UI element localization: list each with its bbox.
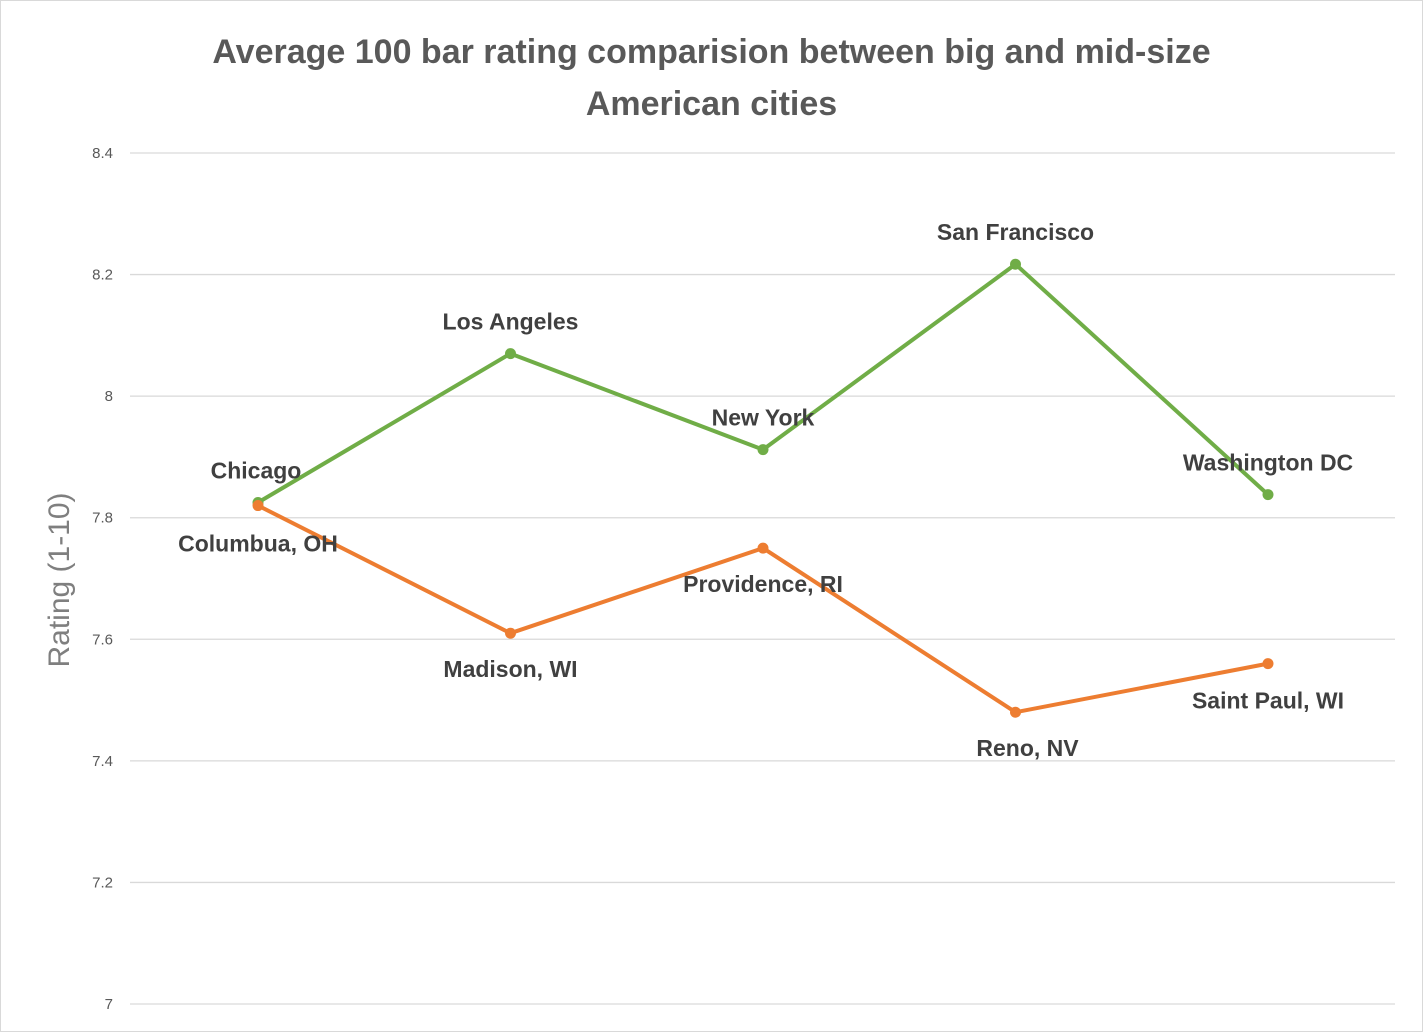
y-tick-label: 8.4: [92, 145, 113, 162]
data-point: [1010, 258, 1021, 270]
data-point: [1262, 489, 1274, 501]
point-label: Saint Paul, WI: [1192, 688, 1344, 714]
data-point: [1010, 706, 1021, 718]
y-tick-label: 7.6: [92, 631, 113, 648]
y-tick-label: 8.2: [92, 267, 113, 284]
data-point: [1262, 658, 1274, 670]
data-point: [252, 500, 264, 512]
y-tick-label: 7.8: [92, 510, 113, 527]
point-label: Chicago: [211, 458, 302, 484]
data-point: [505, 348, 516, 360]
data-point: [505, 627, 516, 639]
chart-title-line-2: American cities: [585, 85, 838, 123]
series-line: [256, 262, 1270, 505]
series-lines: [252, 258, 1274, 718]
point-label: New York: [712, 405, 815, 431]
point-label: Washington DC: [1183, 450, 1353, 476]
y-tick-label: 7.2: [92, 874, 113, 891]
data-point: [757, 444, 769, 456]
gridlines: [130, 152, 1395, 1005]
point-label: Los Angeles: [443, 309, 579, 335]
chart-title: Average 100 bar rating comparision betwe…: [0, 26, 1423, 130]
chart-title-line-1: Average 100 bar rating comparision betwe…: [212, 33, 1211, 71]
point-label: San Francisco: [937, 219, 1094, 245]
point-label: Reno, NV: [976, 735, 1079, 761]
y-tick-label: 8: [105, 388, 113, 405]
point-label: Providence, RI: [683, 571, 843, 597]
point-label: Columbua, OH: [178, 531, 338, 557]
y-tick-label: 7.4: [92, 753, 113, 770]
y-tick-label: 7: [105, 996, 113, 1013]
series-line: [256, 503, 1270, 715]
data-point-labels: Chicago Los Angeles New York San Francisco W…: [178, 219, 1353, 761]
y-axis-ticks: 7 7.2 7.4 7.6 7.8 8 8.2 8.4: [92, 145, 113, 1013]
point-label: Madison, WI: [443, 656, 577, 682]
data-point: [757, 542, 769, 554]
y-axis-title: Rating (1-10): [43, 492, 76, 667]
